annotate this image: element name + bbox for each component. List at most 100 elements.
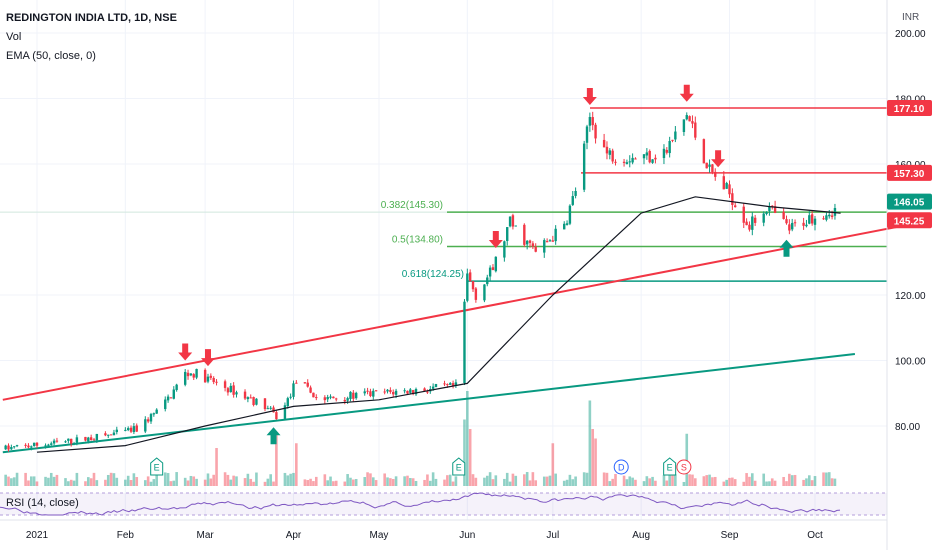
candle: [155, 409, 158, 414]
price-tag-bg: [887, 193, 932, 210]
candle: [785, 219, 788, 224]
x-tick-label: Feb: [117, 530, 135, 541]
x-tick-label: Jul: [546, 530, 559, 541]
candle: [309, 387, 312, 393]
candle: [112, 432, 116, 436]
candle: [451, 383, 455, 386]
horizontal-levels: 0.382(145.30) 0.5(134.80) 0.618(124.25): [0, 107, 887, 282]
candles: [4, 111, 837, 452]
rsi-band: [0, 493, 887, 515]
candle: [72, 443, 76, 445]
volume-bar: [24, 472, 27, 486]
volume-bar: [314, 476, 318, 486]
volume-bar: [329, 476, 332, 486]
candle: [714, 171, 717, 177]
candle: [622, 161, 626, 163]
volume-bar: [805, 478, 808, 486]
candle: [374, 390, 378, 392]
candle: [805, 224, 808, 227]
candle: [731, 193, 734, 205]
ema-label: EMA (50, close, 0): [6, 50, 96, 62]
volume-bar: [47, 477, 50, 486]
volume-bar: [84, 481, 87, 486]
candle: [648, 151, 651, 163]
volume-bar: [833, 478, 837, 486]
up-arrow: [266, 427, 281, 445]
volume-bar: [32, 476, 36, 486]
x-tick-label: Sep: [721, 530, 739, 541]
candle: [89, 437, 93, 440]
candle: [414, 389, 418, 395]
volume-bar: [295, 443, 298, 486]
candle: [323, 397, 327, 401]
down-arrow: [582, 88, 597, 106]
volume-bar: [166, 473, 170, 486]
volume-bar: [531, 472, 535, 486]
resistance-trendline: [2, 225, 901, 401]
volume-bar: [403, 476, 406, 486]
volume-bar: [414, 481, 418, 486]
volume-bar: [471, 474, 475, 486]
candle: [671, 139, 674, 141]
volume-bar: [542, 476, 546, 486]
volume-bar: [485, 475, 489, 486]
candle: [725, 183, 728, 189]
volume-bar: [733, 479, 737, 486]
volume-bar: [132, 473, 136, 486]
volume-bar: [691, 474, 694, 486]
volume-bar: [722, 481, 726, 486]
fib-label: 0.382(145.30): [381, 200, 443, 211]
candle: [466, 273, 469, 301]
candle: [266, 408, 270, 410]
event-marker: E: [452, 457, 466, 476]
volume-bar: [728, 477, 731, 486]
candle: [243, 391, 247, 399]
volume-bar: [49, 472, 53, 486]
volume-bar: [426, 474, 429, 486]
volume-bar: [645, 476, 649, 486]
volume-bar: [69, 479, 73, 486]
volume-bar: [64, 478, 67, 486]
volume-bar: [625, 479, 629, 486]
volume-bar: [713, 476, 717, 486]
volume-bar: [309, 478, 312, 486]
volume-bar: [808, 475, 811, 486]
volume-bar: [785, 481, 788, 486]
candle: [164, 399, 167, 410]
x-tick-label: Mar: [197, 530, 215, 541]
candle: [768, 206, 771, 211]
candle: [511, 215, 515, 227]
volume-bar: [466, 391, 469, 486]
candle: [283, 405, 287, 419]
volume-bar: [15, 472, 19, 486]
volume-bar: [135, 477, 139, 486]
candle: [109, 434, 113, 436]
candle: [503, 241, 506, 258]
volume-bar: [731, 477, 734, 486]
volume-bar: [146, 476, 150, 486]
trend-lines: [2, 225, 901, 454]
volume-bar: [545, 476, 549, 486]
volume-bar: [431, 472, 435, 486]
candle: [409, 389, 412, 393]
volume-bar: [634, 479, 637, 486]
candle: [152, 413, 156, 415]
volume-bar: [189, 475, 193, 486]
candle: [212, 378, 215, 383]
candle: [591, 117, 594, 126]
volume-bar: [605, 472, 609, 486]
candle: [295, 382, 298, 384]
candle: [543, 240, 546, 253]
y-tick-label: 100.00: [895, 357, 926, 368]
volume-label: Vol: [6, 31, 22, 43]
volume-bar: [562, 480, 566, 486]
down-arrow: [679, 84, 694, 102]
x-tick-label: Apr: [286, 530, 302, 541]
volume-bar: [827, 472, 831, 486]
candle: [810, 214, 814, 224]
volume-bar: [748, 476, 751, 486]
volume-bar: [89, 478, 93, 486]
volume-bar: [286, 475, 290, 486]
volume-bar: [10, 478, 13, 486]
